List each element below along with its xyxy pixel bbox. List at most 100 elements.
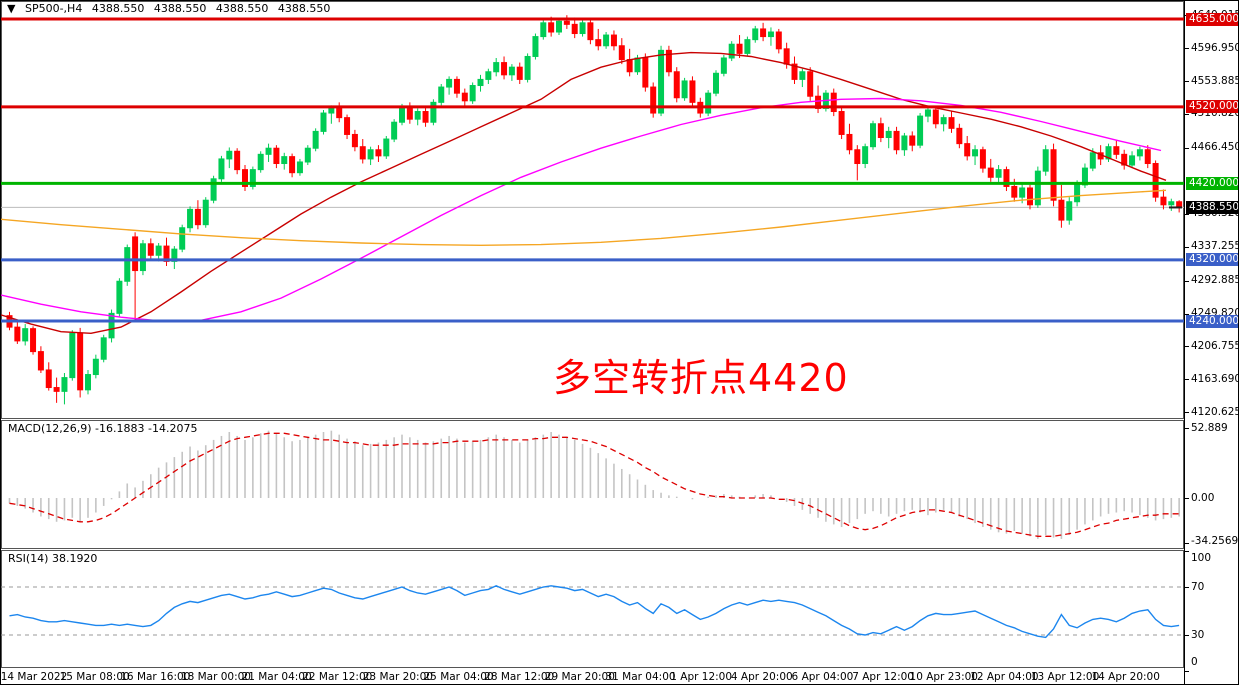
price-axis-label: 4337.255 [1191, 240, 1239, 253]
time-axis-label[interactable]: 6 Apr 04:00 [791, 671, 854, 683]
candle [791, 63, 798, 80]
rsi-axis-tick [1184, 551, 1189, 552]
collapse-triangle-icon[interactable]: ▼ [7, 2, 16, 15]
candle [783, 48, 790, 65]
price-axis-tick [1184, 113, 1189, 115]
ohlc-high: 4388.550 [153, 2, 207, 15]
ohlc-open: 4388.550 [91, 2, 145, 15]
macd-axis-tick [1184, 428, 1189, 430]
candle [92, 358, 99, 376]
time-axis-label[interactable]: 14 Mar 2022 [0, 671, 68, 683]
price-axis-badge[interactable]: 4388.550 [1186, 200, 1238, 214]
candle [642, 57, 649, 88]
price-axis-label: 4292.885 [1191, 274, 1239, 287]
time-axis-label[interactable]: 28 Mar 12:00 [484, 671, 555, 683]
candle [116, 280, 123, 314]
candle [218, 158, 225, 180]
candle [1144, 149, 1151, 165]
chart-annotation-text[interactable]: 多空转折点4420 [553, 356, 849, 400]
candle [775, 31, 782, 50]
rsi-axis-label: 30 [1191, 628, 1205, 641]
time-axis-label[interactable]: 22 Mar 12:00 [302, 671, 373, 683]
rsi-axis-tick [1184, 671, 1189, 672]
candle [626, 59, 633, 73]
candle [830, 92, 837, 113]
candle [995, 169, 1002, 178]
candle [501, 62, 508, 76]
time-axis-label[interactable]: 16 Mar 16:00 [120, 671, 191, 683]
time-axis-label[interactable]: 1 Apr 12:00 [670, 671, 733, 683]
candle [1034, 170, 1041, 206]
time-axis-label[interactable]: 18 Mar 00:00 [180, 671, 251, 683]
time-axis-label[interactable]: 25 Mar 04:00 [423, 671, 494, 683]
candle [720, 57, 727, 74]
time-axis-label[interactable]: 4 Apr 20:00 [730, 671, 793, 683]
candle [85, 374, 91, 391]
candle [767, 31, 774, 38]
candle [281, 156, 288, 165]
candle [249, 169, 256, 187]
price-axis-badge[interactable]: 4520.000 [1186, 100, 1238, 114]
candle [406, 106, 413, 120]
candle [485, 71, 492, 80]
price-axis-badge[interactable]: 4240.000 [1186, 314, 1238, 328]
price-axis-tick [1184, 280, 1189, 282]
candle [1011, 185, 1018, 198]
candle [257, 153, 264, 171]
candle [351, 133, 358, 148]
candle [524, 55, 531, 80]
candle [1050, 149, 1057, 201]
candle [61, 377, 68, 392]
candle [163, 245, 170, 262]
candle [226, 150, 233, 160]
axis-separator [1184, 1, 1185, 684]
time-axis-label[interactable]: 14 Apr 20:00 [1091, 671, 1160, 683]
candle [242, 169, 248, 187]
candle [681, 80, 688, 99]
time-axis-label[interactable]: 31 Mar 04:00 [605, 671, 676, 683]
time-axis-label[interactable]: 15 Mar 08:00 [59, 671, 130, 683]
price-axis-tick [1184, 48, 1189, 50]
price-axis-badge[interactable]: 4420.000 [1186, 176, 1238, 190]
main-panel-frame[interactable] [1, 1, 1184, 419]
candle [1136, 149, 1143, 157]
candle [705, 92, 712, 114]
time-axis-label[interactable]: 12 Apr 04:00 [970, 671, 1039, 683]
price-axis-label: 4206.755 [1191, 339, 1239, 352]
candle [30, 328, 37, 353]
candle [760, 28, 767, 38]
candle [516, 66, 523, 80]
candle [1074, 184, 1081, 203]
candle [1113, 146, 1120, 155]
rsi-panel-frame[interactable] [1, 550, 1184, 668]
price-axis-badge[interactable]: 4635.000 [1186, 12, 1238, 26]
candle [540, 22, 547, 38]
time-axis-label[interactable]: 7 Apr 12:00 [852, 671, 914, 683]
price-axis-badge[interactable]: 4320.000 [1186, 253, 1238, 267]
candle [469, 85, 476, 102]
time-axis-label[interactable]: 23 Mar 20:00 [362, 671, 433, 683]
candle [948, 117, 955, 129]
candle [854, 149, 861, 165]
time-axis-label[interactable]: 13 Apr 12:00 [1030, 671, 1100, 683]
price-axis-tick [1184, 313, 1189, 315]
candle [595, 39, 602, 47]
candle [289, 156, 296, 174]
candle [909, 135, 916, 146]
candle [124, 247, 131, 282]
macd-axis-label: 52.889 [1191, 422, 1228, 434]
candle [587, 22, 594, 41]
time-axis-label[interactable]: 10 Apr 23:00 [909, 671, 978, 683]
time-axis-label[interactable]: 21 Mar 04:00 [241, 671, 312, 683]
macd-axis-label: -34.2569 [1191, 535, 1239, 547]
macd-panel-frame[interactable] [1, 420, 1184, 549]
time-axis-label[interactable]: 29 Mar 20:00 [544, 671, 615, 683]
macd-indicator-label: MACD(12,26,9) -16.1883 -14.2075 [8, 422, 198, 435]
candle [45, 369, 52, 389]
ma-line-red [1, 51, 1167, 335]
candle [862, 146, 869, 165]
candle [69, 332, 76, 379]
candle [22, 328, 29, 342]
price-axis-tick [1184, 346, 1189, 348]
